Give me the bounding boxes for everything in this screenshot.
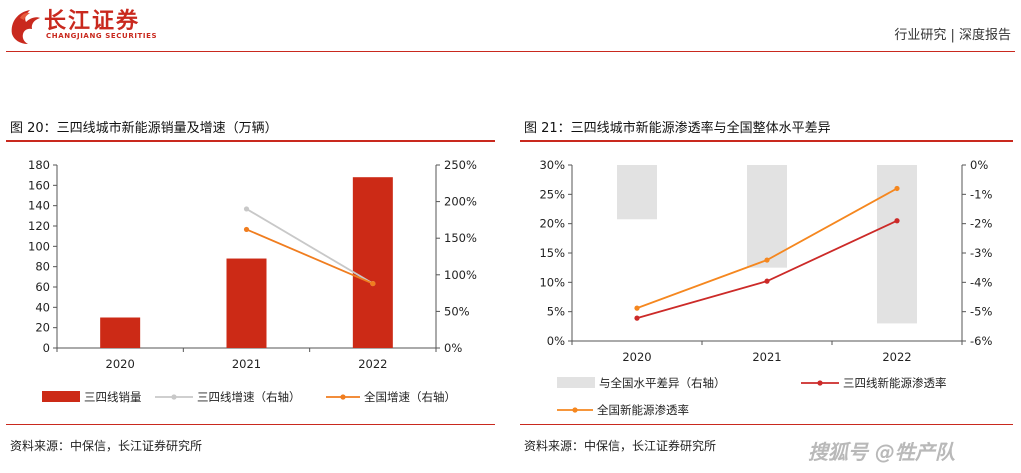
bar-2021 <box>226 258 267 348</box>
legend-label: 全国新能源渗透率 <box>597 403 689 417</box>
series-point-2020 <box>634 305 640 311</box>
bar-2021 <box>747 165 787 268</box>
legend-swatch-marker <box>817 380 823 386</box>
legend-label: 三四线增速（右轴） <box>197 390 301 404</box>
left-axis-tick-label: 25% <box>539 187 565 201</box>
left-axis-tick-label: 160 <box>28 178 50 192</box>
series-point-2022 <box>370 280 376 287</box>
figure-20-title-rule <box>6 140 495 142</box>
left-axis-tick-label: 80 <box>35 260 50 274</box>
left-axis-tick-label: 100 <box>28 239 50 253</box>
chart-figure-20: 0 20 40 60 80 100 120 140 160 180 0% 50% 100% 150% 200… <box>28 158 477 404</box>
right-axis-tick-label: 100% <box>444 268 477 282</box>
left-axis-tick-label: 140 <box>28 199 50 213</box>
chart-figure-21: 0% 5% 10% 15% 20% 25% 30% 0% -1% -2% -3% -4% -5% -6% 2… <box>539 158 992 417</box>
bar-2020 <box>617 165 657 220</box>
left-axis-tick-label: 20 <box>35 321 50 335</box>
figure-20-source: 资料来源：中保信，长江证券研究所 <box>10 439 203 453</box>
header-divider <box>6 51 1015 52</box>
left-axis-tick-label: 20% <box>539 217 565 231</box>
series-point-2022 <box>894 218 900 224</box>
series-line-1 <box>246 208 374 285</box>
report-type-label: 行业研究 | 深度报告 <box>894 28 1011 43</box>
figure-21-title-rule <box>520 140 1013 142</box>
right-axis-tick-label: -6% <box>970 334 992 348</box>
series-point-2021 <box>764 278 770 284</box>
x-axis-tick-label: 2021 <box>232 357 261 371</box>
series-point-2020 <box>634 315 640 321</box>
legend-swatch-bar <box>42 391 80 402</box>
legend-swatch-marker <box>340 394 346 400</box>
bar-2022 <box>877 165 917 324</box>
right-axis-tick-label: 150% <box>444 231 477 245</box>
right-axis-tick-label: -4% <box>970 275 992 289</box>
left-axis-tick-label: 0% <box>547 334 565 348</box>
right-axis-tick-label: -1% <box>970 187 992 201</box>
brand-name-en: CHANGJIANG SECURITIES <box>46 32 158 40</box>
x-axis-tick-label: 2022 <box>882 350 911 364</box>
x-axis-tick-label: 2021 <box>752 350 781 364</box>
left-axis-tick-label: 40 <box>35 300 50 314</box>
left-axis-tick-label: 15% <box>539 246 565 260</box>
series-line-2 <box>246 228 374 285</box>
legend-label: 三四线新能源渗透率 <box>843 376 947 390</box>
legend-label: 三四线销量 <box>84 390 142 404</box>
watermark-text: 搜狐号 @牲产队 <box>808 440 955 464</box>
bar-2022 <box>352 177 393 348</box>
legend-label: 与全国水平差异（右轴） <box>599 376 726 390</box>
legend-swatch-marker <box>171 394 177 400</box>
figure-20-title: 图 20：三四线城市新能源销量及增速（万辆） <box>10 121 278 136</box>
right-axis-tick-label: 0% <box>444 341 462 355</box>
right-axis-tick-label: -3% <box>970 246 992 260</box>
brand-name-cn: 长江证券 <box>44 9 141 34</box>
x-axis-tick-label: 2022 <box>358 357 387 371</box>
x-axis-tick-label: 2020 <box>622 350 651 364</box>
right-axis-tick-label: 0% <box>970 158 988 172</box>
right-axis-tick-label: -5% <box>970 305 992 319</box>
legend-swatch-marker <box>572 407 578 413</box>
figure-21-footer-rule <box>520 424 1013 425</box>
left-axis-tick-label: 60 <box>35 280 50 294</box>
series-point-2021 <box>243 206 250 212</box>
left-axis-tick-label: 10% <box>539 275 565 289</box>
x-axis-tick-label: 2020 <box>106 357 135 371</box>
left-axis-tick-label: 30% <box>539 158 565 172</box>
right-axis-tick-label: -2% <box>970 217 992 231</box>
right-axis-tick-label: 250% <box>444 158 477 172</box>
bar-2020 <box>100 317 141 348</box>
right-axis-tick-label: 200% <box>444 195 477 209</box>
legend-label: 全国增速（右轴） <box>364 390 456 404</box>
left-axis-tick-label: 120 <box>28 219 50 233</box>
series-point-2021 <box>243 226 250 233</box>
legend-swatch-bar <box>557 377 595 388</box>
figure-21-title: 图 21：三四线城市新能源渗透率与全国整体水平差异 <box>524 121 831 136</box>
series-point-2022 <box>894 185 900 192</box>
series-point-2021 <box>764 257 770 263</box>
figure-20-footer-rule <box>6 424 495 425</box>
left-axis-tick-label: 5% <box>547 305 565 319</box>
left-axis-tick-label: 0 <box>43 341 50 355</box>
right-axis-tick-label: 50% <box>444 304 470 318</box>
left-axis-tick-label: 180 <box>28 158 50 172</box>
company-logo-icon <box>11 10 40 44</box>
figure-21-source: 资料来源：中保信，长江证券研究所 <box>524 439 717 453</box>
